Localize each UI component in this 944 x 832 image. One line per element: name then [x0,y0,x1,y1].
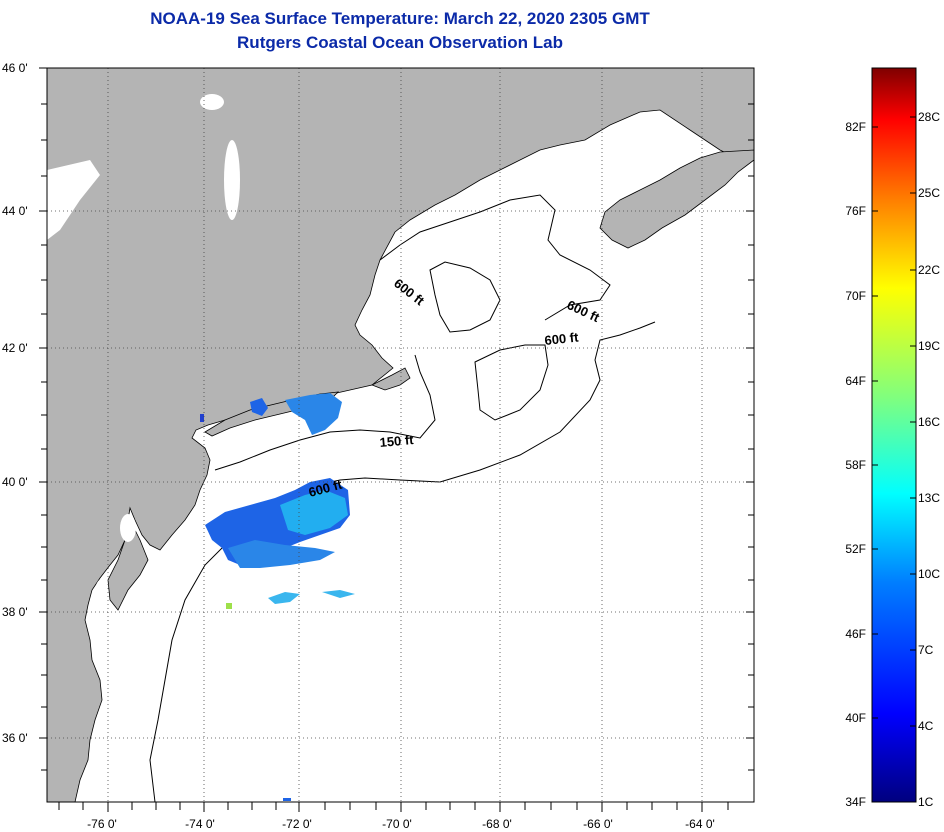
f-label: 52F [845,542,866,556]
lon-label: -76 0' [87,817,117,831]
lake-ontario [47,160,100,240]
axis-ticks [39,67,754,812]
contour-150ft [214,354,436,471]
c-label: 10C [918,567,940,581]
sst-patch-south [268,592,300,604]
f-label: 64F [845,374,866,388]
lat-label: 36 0' [2,731,28,745]
celsius-ticks [910,116,916,727]
colorbar-gradient [871,67,917,803]
lat-label: 46 0' [2,61,28,75]
lon-label: -70 0' [382,817,412,831]
fahrenheit-labels: 82F 76F 70F 64F 58F 52F 46F 40F 34F [845,120,866,809]
f-label: 76F [845,204,866,218]
bottom-ticks [58,802,729,812]
lon-label: -68 0' [482,817,512,831]
lon-label: -74 0' [185,817,215,831]
contour-georges-bank [474,344,549,421]
f-label: 46F [845,627,866,641]
sst-patch-lower [228,540,335,568]
contour-inner-1 [429,261,501,333]
fahrenheit-ticks [872,126,878,719]
lake-champlain [224,140,240,220]
sst-patch-green [226,603,232,609]
cape-cod-land [371,367,411,391]
f-label: 70F [845,289,866,303]
f-label: 58F [845,458,866,472]
right-ticks [746,103,754,771]
c-label: 19C [918,339,940,353]
bathymetry-contours [149,194,656,803]
colorbar-ticks [872,116,916,727]
nova-scotia-land [599,149,755,249]
lat-label: 42 0' [2,341,28,355]
sst-patch-bottom [283,798,291,801]
sst-map: 600 ft 600 ft 600 ft 150 ft 600 ft 46 0'… [2,61,755,831]
lon-labels: -76 0' -74 0' -72 0' -70 0' -68 0' -66 0… [87,817,715,831]
f-label: 82F [845,120,866,134]
inland-lakes [47,94,240,660]
chesapeake-bay [92,580,108,660]
c-label: 1C [918,795,934,809]
delaware-bay [120,514,136,542]
lat-labels: 46 0' 44 0' 42 0' 40 0' 38 0' 36 0' [2,61,28,745]
f-label: 40F [845,711,866,725]
sst-patch-south2 [322,590,355,598]
c-label: 16C [918,415,940,429]
contour-gulf-maine-north [379,194,611,321]
lake-moosehead [200,94,224,110]
contour-label: 600 ft [544,329,580,348]
c-label: 7C [918,643,934,657]
contour-600ft-shelf [149,321,656,803]
left-ticks [39,67,47,771]
lon-label: -72 0' [282,817,312,831]
celsius-labels: 28C 25C 22C 19C 16C 13C 10C 7C 4C 1C [918,110,940,809]
lon-label: -66 0' [583,817,613,831]
contour-label: 150 ft [379,432,415,450]
c-label: 25C [918,186,940,200]
sst-patch-li1 [250,398,268,416]
map-title: NOAA-19 Sea Surface Temperature: March 2… [150,9,650,28]
c-label: 28C [918,110,940,124]
temperature-colorbar: 82F 76F 70F 64F 58F 52F 46F 40F 34F 28C … [845,67,940,809]
c-label: 13C [918,491,940,505]
lat-label: 40 0' [2,475,28,489]
f-label: 34F [845,795,866,809]
map-subtitle: Rutgers Coastal Ocean Observation Lab [237,33,563,52]
sst-patch-small [200,414,204,422]
c-label: 22C [918,263,940,277]
c-label: 4C [918,719,934,733]
lon-label: -64 0' [685,817,715,831]
sst-patch-li2 [285,393,342,435]
lat-label: 44 0' [2,204,28,218]
sst-observations [200,393,355,801]
delmarva-land [107,518,149,611]
lat-label: 38 0' [2,605,28,619]
sst-patch-cyan [280,490,348,535]
